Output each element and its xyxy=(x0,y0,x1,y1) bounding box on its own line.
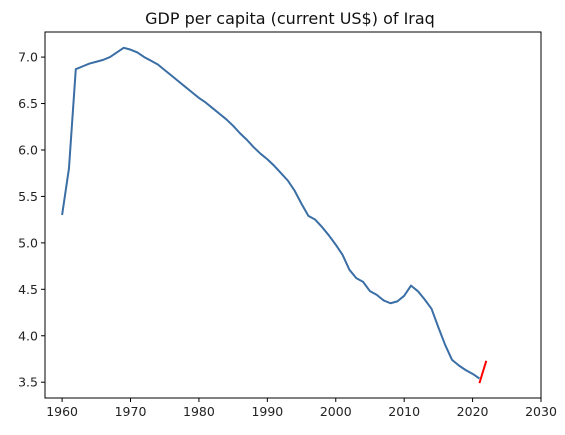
plot-frame xyxy=(44,31,542,399)
y-tick-label: 5.5 xyxy=(18,189,38,204)
x-tick-label: 1980 xyxy=(183,404,215,419)
x-tick-label: 2020 xyxy=(457,404,489,419)
y-tick-label: 6.5 xyxy=(18,96,38,111)
y-tick-label: 4.5 xyxy=(18,282,38,297)
x-tick-label: 2000 xyxy=(320,404,352,419)
chart-title: GDP per capita (current US$) of Iraq xyxy=(145,9,435,28)
y-tick-label: 4.0 xyxy=(18,328,38,343)
series-line-2 xyxy=(478,360,488,384)
y-tick-label: 3.5 xyxy=(18,375,38,390)
y-tick-label: 5.0 xyxy=(18,235,38,250)
series-line-1 xyxy=(61,46,480,380)
series-layer xyxy=(61,46,488,384)
x-tick-label: 2010 xyxy=(388,404,420,419)
y-tick-label: 7.0 xyxy=(18,50,38,65)
x-tick-label: 1990 xyxy=(251,404,283,419)
axes-layer: 1960 1970 1980 1990 2000 2010 2020 2030 3.5 4.0 4.… xyxy=(18,31,557,419)
x-tick-label: 2030 xyxy=(525,404,557,419)
x-tick-label: 1960 xyxy=(46,404,78,419)
x-tick-label: 1970 xyxy=(115,404,147,419)
y-tick-label: 6.0 xyxy=(18,142,38,157)
